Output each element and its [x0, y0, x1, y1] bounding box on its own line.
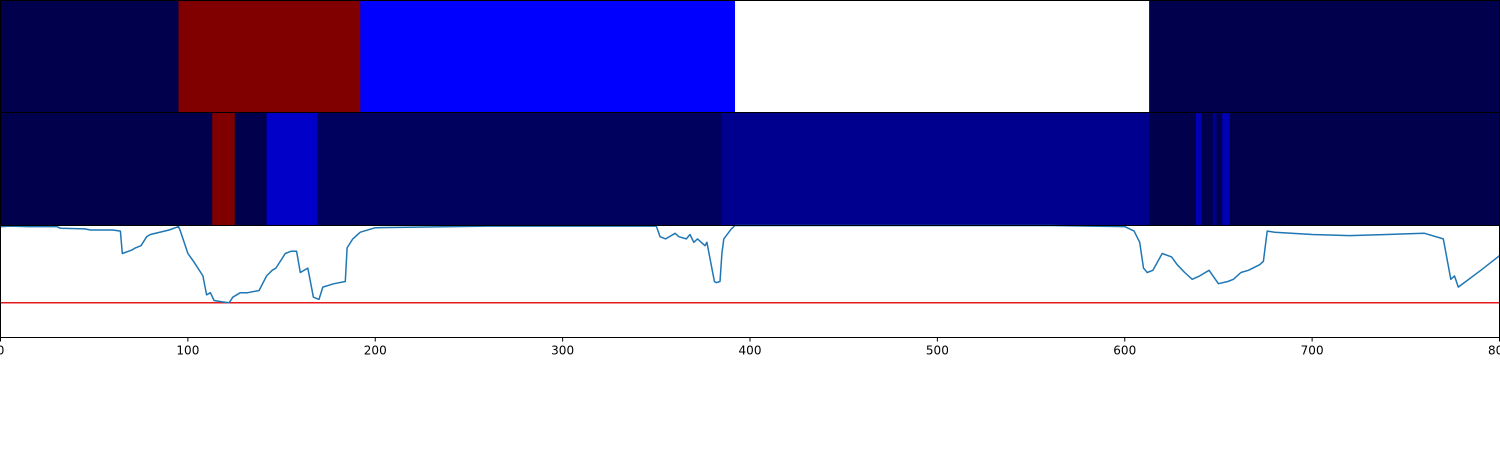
band-middle-segment-1 [212, 112, 236, 226]
x-tick-label-100: 100 [176, 344, 199, 358]
x-tick-label-600: 600 [1113, 344, 1136, 358]
band-middle-segment-2 [234, 112, 268, 226]
series-line [0, 224, 1500, 304]
x-tick-label-800: 800 [1488, 344, 1500, 358]
band-middle-segment-11 [1222, 112, 1231, 226]
heatmap-band-top [0, 0, 1500, 113]
band-middle-segment-3 [266, 112, 318, 226]
x-tick-label-300: 300 [551, 344, 574, 358]
x-tick-label-0: 0 [0, 344, 4, 358]
x-axis: 0 100 200 300 400 500 600 700 800 [0, 337, 1500, 358]
band-top-segment-3 [735, 0, 1150, 113]
band-middle-segment-5 [721, 112, 1150, 226]
heatmap-band-middle [0, 112, 1500, 226]
line-panel-background [0, 225, 1500, 338]
band-top-segment-4 [1149, 0, 1500, 113]
x-tick-label-500: 500 [926, 344, 949, 358]
band-top-segment-1 [178, 0, 361, 113]
band-middle-segment-4 [317, 112, 723, 226]
x-tick-label-400: 400 [739, 344, 762, 358]
band-middle-segment-6 [1149, 112, 1197, 226]
x-tick-label-200: 200 [364, 344, 387, 358]
band-middle-segment-8 [1201, 112, 1214, 226]
line-plot-panel [0, 224, 1500, 338]
band-top-segment-0 [0, 0, 180, 113]
band-middle-segment-10 [1216, 112, 1223, 226]
band-middle-segment-9 [1212, 112, 1218, 226]
band-middle-segment-0 [0, 112, 213, 226]
band-middle-segment-12 [1229, 112, 1500, 226]
x-tick-label-700: 700 [1301, 344, 1324, 358]
band-middle-segment-7 [1195, 112, 1203, 226]
band-top-segment-2 [360, 0, 736, 113]
